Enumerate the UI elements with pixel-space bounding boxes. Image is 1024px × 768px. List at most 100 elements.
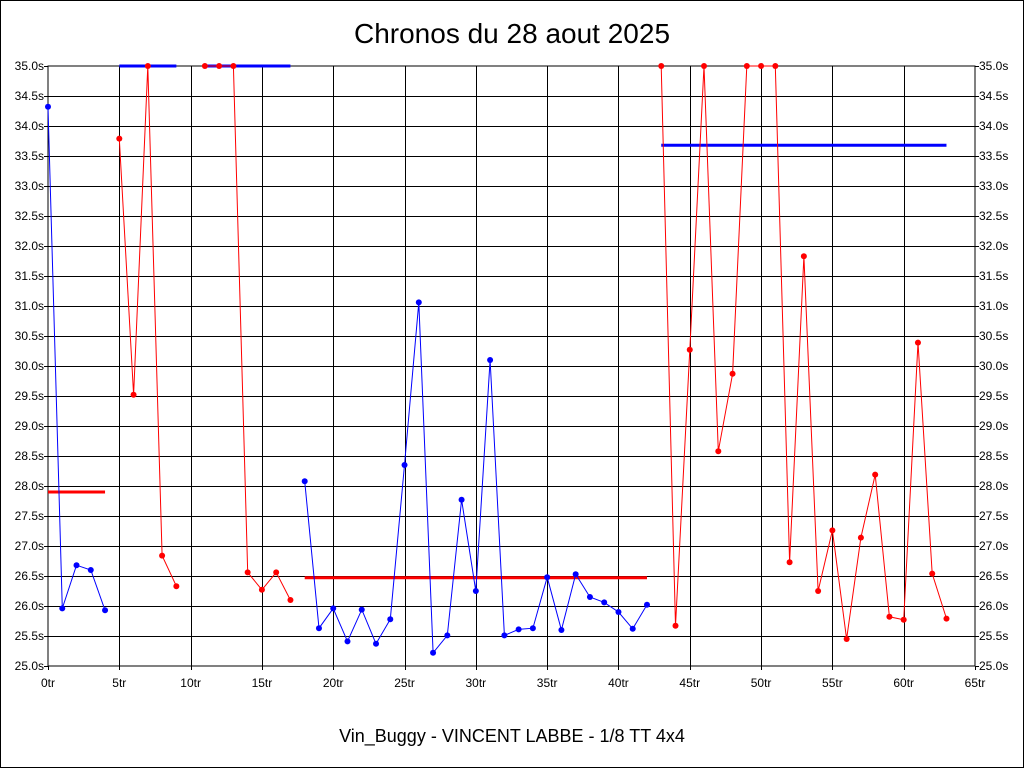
x-tick-label: 60tr	[893, 676, 914, 690]
data-point	[786, 559, 793, 566]
y-tick-label-left: 30.5s	[15, 329, 44, 343]
data-point	[73, 562, 80, 569]
y-tick-label-left: 29.5s	[15, 389, 44, 403]
data-point	[173, 583, 180, 590]
data-point	[472, 588, 479, 594]
x-tick-label: 25tr	[394, 676, 415, 690]
data-point	[701, 63, 708, 69]
x-tick-label: 50tr	[751, 676, 772, 690]
y-tick-label-right: 34.5s	[979, 89, 1008, 103]
data-point	[658, 63, 665, 69]
data-point	[872, 471, 879, 478]
y-tick-label-left: 29.0s	[15, 419, 44, 433]
series-layer	[45, 63, 950, 656]
y-tick-label-right: 31.0s	[979, 299, 1008, 313]
y-tick-label-right: 27.5s	[979, 509, 1008, 523]
data-point	[929, 570, 936, 577]
y-tick-label-right: 25.5s	[979, 629, 1008, 643]
data-point	[515, 626, 522, 633]
data-point	[843, 636, 850, 642]
y-tick-label-right: 25.0s	[979, 659, 1008, 673]
data-point	[558, 627, 565, 633]
y-tick-label-right: 34.0s	[979, 119, 1008, 133]
data-point	[201, 63, 208, 69]
data-point	[729, 370, 736, 377]
data-point	[643, 601, 650, 608]
y-tick-label-left: 28.5s	[15, 449, 44, 463]
y-tick-label-right: 28.0s	[979, 479, 1008, 493]
data-point	[301, 478, 308, 485]
data-point	[686, 346, 693, 353]
data-point	[544, 574, 551, 581]
y-tick-label-left: 25.5s	[15, 629, 44, 643]
series	[301, 299, 650, 656]
data-point	[59, 605, 66, 612]
x-tick-label: 20tr	[323, 676, 344, 690]
y-tick-label-left: 33.0s	[15, 179, 44, 193]
data-point	[886, 613, 893, 620]
data-point	[315, 625, 322, 632]
data-point	[444, 632, 451, 639]
data-point	[815, 588, 822, 594]
data-point	[87, 567, 94, 573]
data-point	[258, 586, 265, 593]
x-tick-label: 0tr	[41, 676, 55, 690]
x-tick-label: 5tr	[112, 676, 126, 690]
y-tick-label-right: 32.5s	[979, 209, 1008, 223]
data-point	[373, 640, 380, 647]
data-point	[758, 63, 765, 69]
x-tick-label: 40tr	[608, 676, 629, 690]
x-tick-label: 55tr	[822, 676, 843, 690]
data-point	[330, 605, 337, 612]
data-point	[601, 599, 608, 606]
y-tick-label-left: 33.5s	[15, 149, 44, 163]
data-point	[230, 63, 237, 69]
data-point	[401, 462, 408, 468]
data-point	[629, 625, 636, 632]
y-tick-label-left: 32.0s	[15, 239, 44, 253]
y-tick-label-right: 29.0s	[979, 419, 1008, 433]
y-tick-label-left: 31.0s	[15, 299, 44, 313]
x-tick-label: 35tr	[537, 676, 558, 690]
data-point	[116, 135, 123, 142]
data-point	[216, 63, 223, 69]
y-tick-label-right: 29.5s	[979, 389, 1008, 403]
data-point	[900, 616, 907, 623]
data-point	[130, 391, 137, 398]
data-point	[914, 339, 921, 346]
data-point	[458, 496, 465, 503]
y-tick-label-left: 26.5s	[15, 569, 44, 583]
y-tick-label-right: 26.5s	[979, 569, 1008, 583]
x-tick-label: 45tr	[679, 676, 700, 690]
data-point	[743, 63, 750, 69]
data-point	[45, 103, 51, 110]
series	[658, 63, 950, 642]
y-tick-label-left: 26.0s	[15, 599, 44, 613]
data-point	[501, 632, 508, 639]
data-point	[430, 649, 437, 656]
data-point	[159, 552, 166, 559]
data-point	[943, 615, 950, 622]
y-tick-label-right: 32.0s	[979, 239, 1008, 253]
data-point	[244, 569, 251, 576]
y-tick-label-left: 27.5s	[15, 509, 44, 523]
series	[45, 103, 109, 614]
data-point	[715, 448, 722, 455]
x-tick-label: 15tr	[252, 676, 273, 690]
y-tick-label-right: 30.5s	[979, 329, 1008, 343]
grid	[48, 66, 975, 666]
data-point	[487, 357, 494, 363]
y-tick-label-right: 30.0s	[979, 359, 1008, 373]
x-tick-label: 65tr	[965, 676, 986, 690]
y-tick-label-right: 26.0s	[979, 599, 1008, 613]
y-tick-label-left: 34.5s	[15, 89, 44, 103]
y-tick-label-left: 30.0s	[15, 359, 44, 373]
data-point	[387, 616, 394, 623]
data-point	[358, 606, 365, 613]
chart-subtitle: Vin_Buggy - VINCENT LABBE - 1/8 TT 4x4	[339, 726, 685, 747]
y-tick-label-right: 27.0s	[979, 539, 1008, 553]
data-point	[415, 299, 422, 306]
data-point	[344, 638, 351, 645]
y-tick-label-left: 25.0s	[15, 659, 44, 673]
